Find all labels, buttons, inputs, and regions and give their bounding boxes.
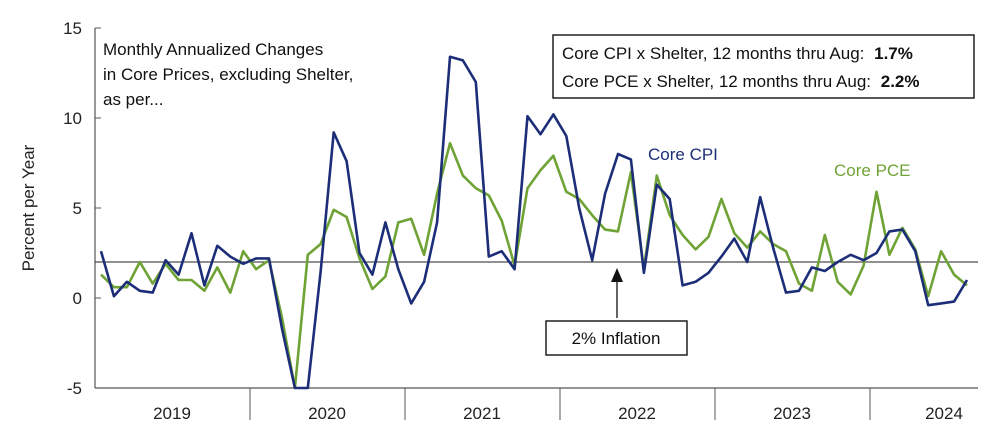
x-year-2019: 2019 [153, 404, 191, 423]
x-year-2022: 2022 [618, 404, 656, 423]
x-year-2023: 2023 [773, 404, 811, 423]
y-tick-label-15: 15 [63, 19, 82, 38]
summary-pce-text: Core PCE x Shelter, 12 months thru Aug: [562, 72, 871, 91]
x-year-2024: 2024 [925, 404, 963, 423]
callout-arrow-head-icon [611, 268, 623, 282]
x-year-separators [249, 388, 871, 420]
x-year-2021: 2021 [463, 404, 501, 423]
annotation-line-3: as per... [103, 90, 163, 109]
y-ticks: 15 10 5 0 -5 [63, 19, 101, 398]
x-year-2020: 2020 [308, 404, 346, 423]
summary-box-border [552, 34, 975, 99]
summary-line-pce: Core PCE x Shelter, 12 months thru Aug: … [562, 72, 919, 91]
summary-box: Core CPI x Shelter, 12 months thru Aug: … [552, 34, 975, 99]
summary-line-cpi: Core CPI x Shelter, 12 months thru Aug: … [562, 44, 913, 63]
y-tick-label-neg5: -5 [67, 379, 82, 398]
series-line-core-pce [100, 141, 968, 390]
series-line-core-cpi [99, 55, 969, 390]
annotation-line-1: Monthly Annualized Changes [103, 40, 323, 59]
chart-annotation: Monthly Annualized Changes in Core Price… [103, 40, 353, 109]
callout-label: 2% Inflation [572, 329, 661, 348]
series-label-core-pce: Core PCE [834, 161, 911, 180]
inflation-callout: 2% Inflation [545, 268, 688, 356]
summary-pce-value: 2.2% [881, 72, 920, 91]
summary-cpi-text: Core CPI x Shelter, 12 months thru Aug: [562, 44, 864, 63]
series-label-core-cpi: Core CPI [648, 145, 718, 164]
y-axis-label: Percent per Year [19, 144, 38, 271]
y-tick-label-10: 10 [63, 109, 82, 128]
annotation-line-2: in Core Prices, excluding Shelter, [103, 65, 353, 84]
x-year-labels: 2019 2020 2021 2022 2023 2024 [153, 404, 963, 423]
y-tick-label-0: 0 [73, 289, 82, 308]
summary-cpi-value: 1.7% [874, 44, 913, 63]
y-tick-label-5: 5 [73, 199, 82, 218]
callout-box [545, 320, 688, 356]
